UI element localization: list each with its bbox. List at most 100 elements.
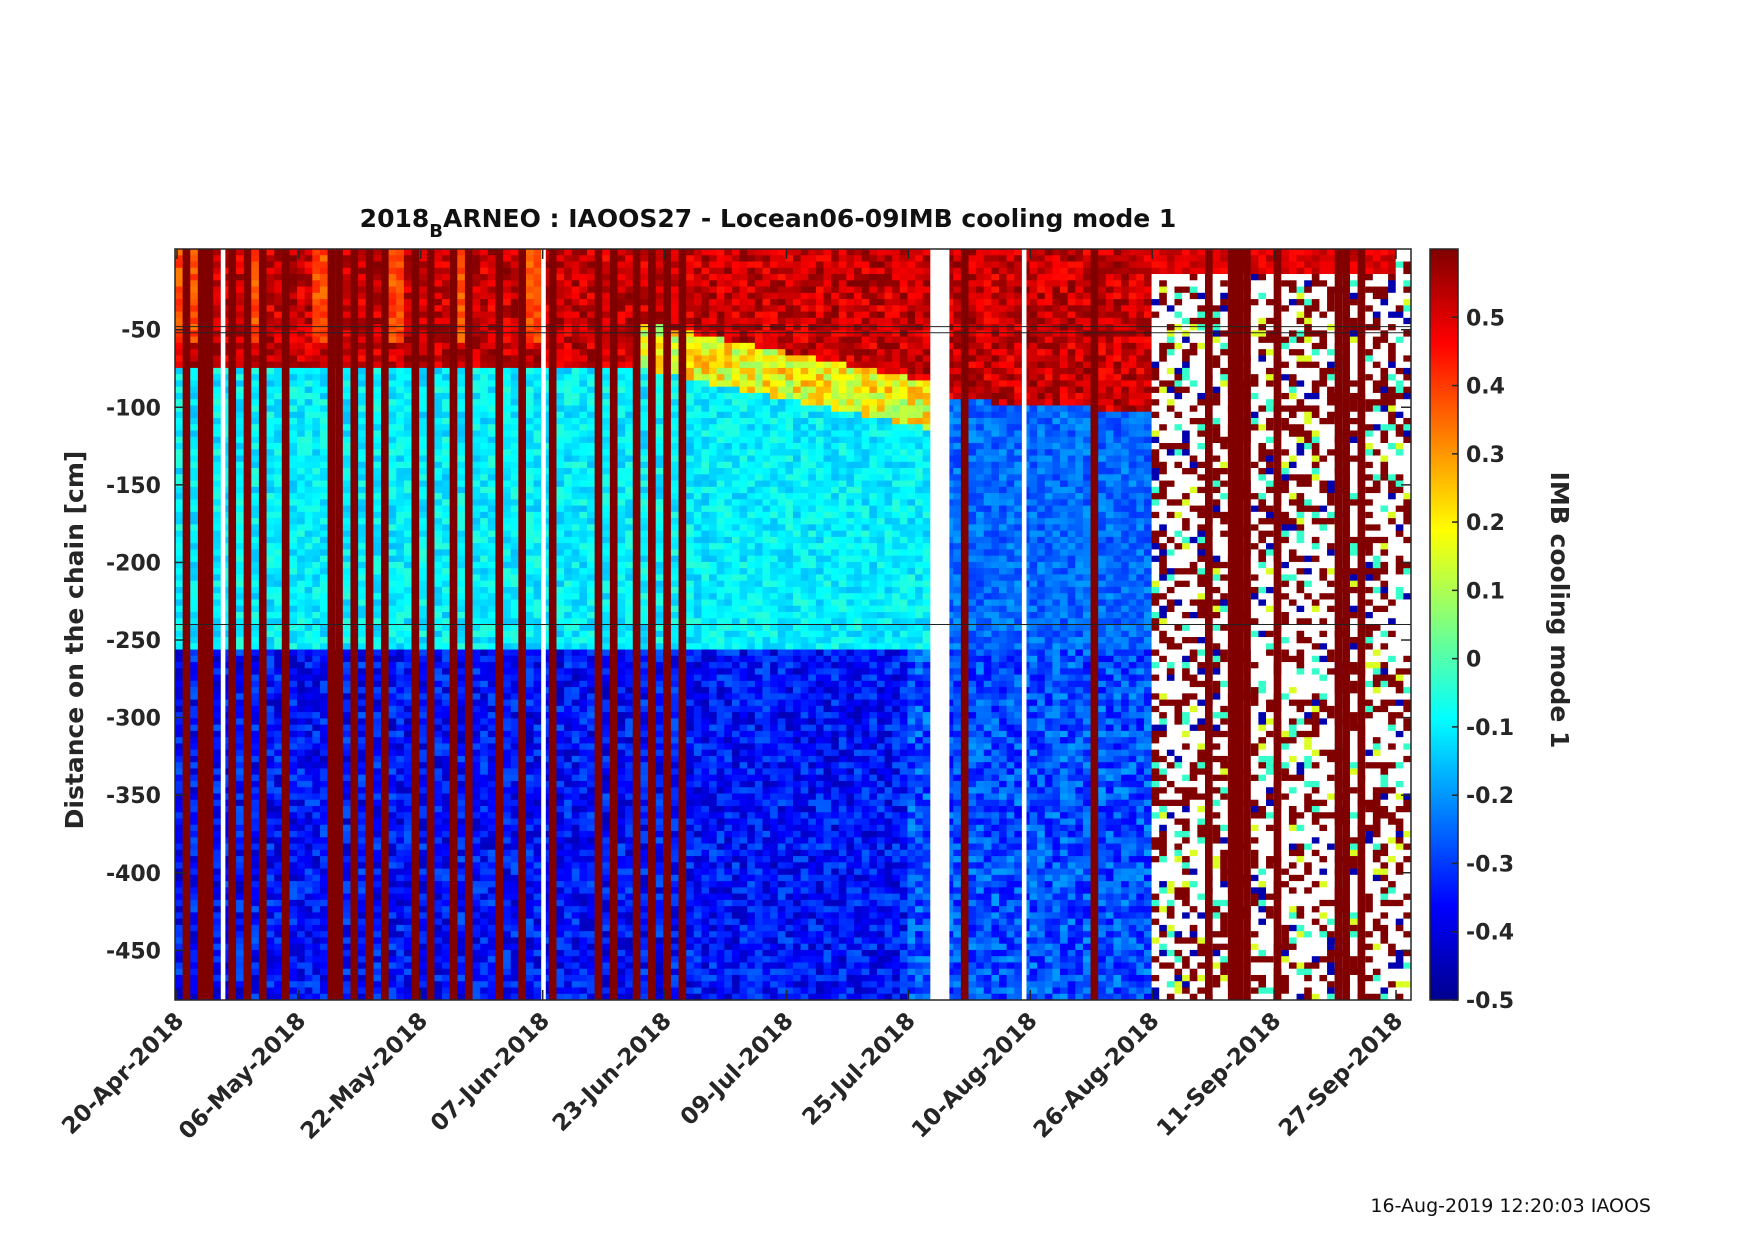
heatmap-cell — [236, 630, 245, 638]
heatmap-cell — [251, 887, 260, 895]
heatmap-cell — [419, 317, 428, 325]
heatmap-cell — [403, 712, 413, 719]
heatmap-cell — [419, 993, 428, 1000]
heatmap-cell — [388, 593, 397, 601]
heatmap-cell — [442, 555, 451, 563]
heatmap-cell — [342, 924, 352, 932]
heatmap-cell — [175, 837, 184, 845]
heatmap-cell — [274, 712, 283, 719]
heatmap-cell — [251, 749, 260, 757]
heatmap-cell — [319, 311, 329, 319]
heatmap-cell — [342, 724, 352, 732]
heatmap-cell — [342, 906, 352, 913]
heatmap-cell — [442, 618, 451, 626]
heatmap-cell — [358, 317, 367, 325]
heatmap-cell — [396, 499, 405, 507]
heatmap-cell — [434, 536, 443, 544]
heatmap-cell — [236, 611, 245, 619]
heatmap-cell — [319, 943, 329, 951]
heatmap-cell — [480, 630, 489, 638]
heatmap-cell — [266, 637, 275, 644]
heatmap-cell — [312, 399, 321, 407]
heatmap-cell — [251, 493, 260, 500]
heatmap-cell — [457, 680, 466, 688]
heatmap-cell — [480, 367, 489, 375]
heatmap-cell — [190, 286, 199, 294]
heatmap-cell — [434, 818, 443, 826]
heatmap-cell — [319, 317, 329, 325]
heatmap-cell — [457, 799, 466, 807]
heatmap-cell — [236, 549, 245, 557]
heatmap-cell — [487, 480, 497, 488]
heatmap-cell — [472, 974, 481, 982]
heatmap-cell — [396, 780, 405, 788]
heatmap-cell — [213, 780, 222, 788]
heatmap-cell — [213, 762, 222, 770]
heatmap-cell — [434, 943, 443, 951]
heatmap-cell — [319, 436, 329, 444]
heatmap-cell — [442, 793, 451, 801]
heatmap-cell — [319, 261, 329, 269]
heatmap-cell — [472, 674, 481, 682]
heatmap-cell — [342, 392, 352, 400]
heatmap-cell — [319, 580, 329, 588]
heatmap-cell — [403, 292, 413, 300]
heatmap-cell — [388, 837, 397, 845]
heatmap-cell — [388, 386, 397, 394]
heatmap-cell — [266, 881, 275, 888]
heatmap-cell — [297, 899, 306, 907]
heatmap-cell — [434, 392, 443, 400]
heatmap-cell — [319, 355, 329, 363]
heatmap-cell — [419, 549, 428, 557]
heatmap-cell — [213, 474, 222, 482]
heatmap-cell — [266, 286, 275, 294]
heatmap-cell — [213, 524, 222, 532]
heatmap-cell — [175, 680, 184, 688]
heatmap-cell — [236, 881, 245, 888]
heatmap-cell — [373, 718, 382, 726]
heatmap-cell — [251, 649, 260, 657]
heatmap-cell — [480, 286, 489, 294]
heatmap-cell — [236, 367, 245, 375]
heatmap-cell — [403, 305, 413, 313]
heatmap-cell — [175, 712, 184, 719]
heatmap-cell — [342, 286, 352, 294]
heatmap-cell — [190, 987, 199, 995]
heatmap-cell — [396, 430, 405, 438]
heatmap-cell — [190, 943, 199, 951]
heatmap-cell — [472, 342, 481, 350]
heatmap-cell — [175, 286, 184, 294]
heatmap-cell — [358, 468, 367, 475]
heatmap-cell — [396, 668, 405, 676]
heatmap-cell — [175, 355, 184, 363]
heatmap-cell — [213, 737, 222, 745]
heatmap-cell — [358, 968, 367, 976]
heatmap-cell — [312, 906, 321, 913]
heatmap-cell — [213, 705, 222, 713]
heatmap-cell — [266, 574, 275, 582]
heatmap-cell — [472, 367, 481, 375]
heatmap-cell — [236, 392, 245, 400]
heatmap-cell — [289, 611, 298, 619]
heatmap-cell — [396, 280, 405, 288]
heatmap-cell — [251, 868, 260, 876]
heatmap-cell — [388, 931, 397, 939]
heatmap-cell — [213, 831, 222, 838]
heatmap-cell — [213, 374, 222, 382]
heatmap-cell — [480, 818, 489, 826]
heatmap-cell — [274, 486, 283, 494]
heatmap-cell — [297, 937, 306, 945]
heatmap-cell — [442, 561, 451, 569]
heatmap-cell — [373, 630, 382, 638]
heatmap-cell — [388, 730, 397, 738]
heatmap-cell — [457, 518, 466, 525]
heatmap-cell — [480, 705, 489, 713]
heatmap-cell — [289, 455, 298, 463]
heatmap-cell — [480, 924, 489, 932]
heatmap-cell — [396, 324, 405, 331]
heatmap-cell — [388, 261, 397, 269]
heatmap-cell — [457, 580, 466, 588]
heatmap-cell — [358, 887, 367, 895]
heatmap-cell — [236, 662, 245, 669]
heatmap-cell — [190, 762, 199, 770]
